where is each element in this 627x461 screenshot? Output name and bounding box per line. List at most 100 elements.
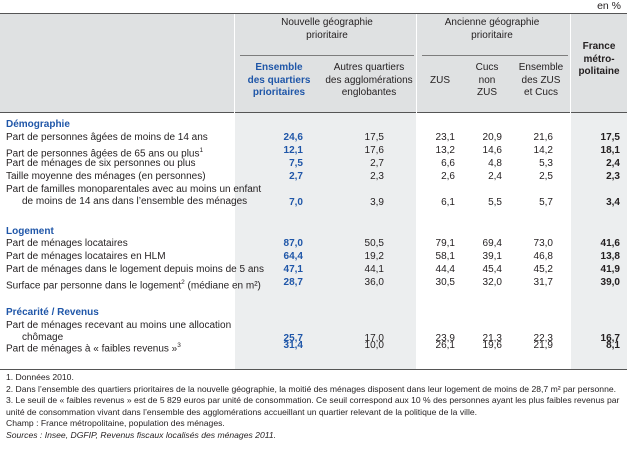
cell-value: 7,5 xyxy=(289,158,303,169)
row-label-text: Part de familles monoparentales avec au … xyxy=(6,184,262,195)
row-label-text: Part de ménages à « faibles revenus »3 xyxy=(6,342,181,355)
highlight-band xyxy=(235,113,416,369)
cell-value: 14,2 xyxy=(533,145,553,156)
row-label-text: Part de ménages recevant au moins une al… xyxy=(6,320,232,331)
row-label: Part de ménages de six personnes ou plus xyxy=(6,158,196,170)
cell-value: 64,4 xyxy=(283,251,303,262)
footnote-ref: 2 xyxy=(181,279,185,286)
cell-value: 87,0 xyxy=(283,238,303,249)
footnote-3-cont: unité de consommation vivant dans l’ense… xyxy=(6,406,478,417)
cell-value: 7,0 xyxy=(289,197,303,208)
cell-value: 20,9 xyxy=(482,132,502,143)
col-header-ensemble-zus-cucs: Ensemble des ZUS et Cucs xyxy=(518,62,564,98)
cell-value: 50,5 xyxy=(364,238,384,249)
row-label-text: Part de ménages locataires en HLM xyxy=(6,251,166,262)
cell-value: 5,7 xyxy=(539,197,553,208)
table-body: Démographie Logement Précarité / Revenus… xyxy=(0,113,627,369)
column-separator xyxy=(570,113,571,369)
cell-value: 32,0 xyxy=(482,277,502,288)
cell-value: 19,6 xyxy=(482,340,502,351)
group-underline xyxy=(422,55,568,56)
cell-value: 18,1 xyxy=(600,145,620,156)
cell-value: 2,3 xyxy=(606,171,620,182)
footnote-1: 1. Données 2010. xyxy=(6,372,74,382)
row-label: Part de ménages locataires en HLM xyxy=(6,251,166,263)
cell-value: 28,7 xyxy=(283,277,303,288)
row-label: Taille moyenne des ménages (en personnes… xyxy=(6,171,206,183)
col-header-france-metro: France métro- politaine xyxy=(578,41,620,77)
row-label: Part de personnes âgées de 65 ans ou plu… xyxy=(6,145,203,160)
cell-value: 47,1 xyxy=(283,264,303,275)
cell-value: 73,0 xyxy=(533,238,553,249)
footnote-3: 3. Le seuil de « faibles revenus » est d… xyxy=(6,395,620,405)
cell-value: 23,1 xyxy=(435,132,455,143)
group-header-old: Ancienne géographie prioritaire xyxy=(444,17,540,41)
cell-value: 21,9 xyxy=(533,340,553,351)
cell-value: 17,5 xyxy=(364,132,384,143)
cell-value: 26,1 xyxy=(435,340,455,351)
col-header-zus: ZUS xyxy=(430,75,450,86)
cell-value: 45,4 xyxy=(482,264,502,275)
section-precarite: Précarité / Revenus xyxy=(6,307,99,318)
column-separator xyxy=(416,113,417,369)
cell-value: 45,2 xyxy=(533,264,553,275)
table-header: Nouvelle géographie prioritaire Ancienne… xyxy=(0,13,627,114)
cell-value: 3,4 xyxy=(606,197,620,208)
cell-value: 41,9 xyxy=(600,264,620,275)
row-label: Part de ménages dans le logement depuis … xyxy=(6,264,264,276)
cell-value: 2,7 xyxy=(289,171,303,182)
cell-value: 2,6 xyxy=(441,171,455,182)
cell-value: 13,8 xyxy=(600,251,620,262)
row-label-text: Part de ménages dans le logement depuis … xyxy=(6,264,264,275)
cell-value: 31,4 xyxy=(283,340,303,351)
cell-value: 17,6 xyxy=(364,145,384,156)
col-header-quartiers-prioritaires: Ensemble des quartiers prioritaires xyxy=(247,62,311,98)
cell-value: 4,8 xyxy=(488,158,502,169)
highlight-band xyxy=(571,113,627,369)
cell-value: 14,6 xyxy=(482,145,502,156)
row-label: Surface par personne dans le logement2 (… xyxy=(6,277,261,292)
cell-value: 22,3 xyxy=(533,333,553,344)
column-separator xyxy=(234,113,235,369)
cell-value: 2,5 xyxy=(539,171,553,182)
data-table: Nouvelle géographie prioritaire Ancienne… xyxy=(0,13,627,440)
cell-value: 6,6 xyxy=(441,158,455,169)
footnote-sources: Sources : Insee, DGFIP, Revenus fiscaux … xyxy=(6,429,277,440)
footnote-ref: 3 xyxy=(177,342,181,349)
cell-value: 31,7 xyxy=(533,277,553,288)
unit-label: en % xyxy=(597,0,621,12)
cell-value: 2,3 xyxy=(370,171,384,182)
group-underline xyxy=(240,55,414,56)
row-label-text: Taille moyenne des ménages (en personnes… xyxy=(6,171,206,182)
cell-value: 6,1 xyxy=(441,197,455,208)
row-label-text: de moins de 14 ans dans l’ensemble des m… xyxy=(22,195,248,207)
cell-value: 2,7 xyxy=(370,158,384,169)
column-separator xyxy=(570,14,571,114)
cell-value: 8,1 xyxy=(606,340,620,351)
cell-value: 36,0 xyxy=(364,277,384,288)
row-label: Part de personnes âgées de moins de 14 a… xyxy=(6,132,208,144)
cell-value: 5,3 xyxy=(539,158,553,169)
cell-value: 24,6 xyxy=(283,132,303,143)
cell-value: 21,3 xyxy=(482,333,502,344)
row-label-text: chômage xyxy=(22,331,64,343)
row-label: Part de familles monoparentales avec au … xyxy=(6,184,261,207)
footnotes: 1. Données 2010. 2. Dans l’ensemble des … xyxy=(0,369,627,441)
cell-value: 2,4 xyxy=(606,158,620,169)
cell-value: 46,8 xyxy=(533,251,553,262)
cell-value: 41,6 xyxy=(600,238,620,249)
cell-value: 39,0 xyxy=(600,277,620,288)
column-separator xyxy=(234,14,235,114)
col-header-autres-quartiers: Autres quartiers des agglomérations engl… xyxy=(325,62,413,98)
cell-value: 30,5 xyxy=(435,277,455,288)
cell-value: 17,0 xyxy=(364,333,384,344)
section-demographie: Démographie xyxy=(6,119,70,130)
cell-value: 3,9 xyxy=(370,197,384,208)
footnote-2: 2. Dans l’ensemble des quartiers priorit… xyxy=(6,383,617,394)
cell-value: 13,2 xyxy=(435,145,455,156)
cell-value: 69,4 xyxy=(482,238,502,249)
cell-value: 16,7 xyxy=(600,333,620,344)
cell-value: 39,1 xyxy=(482,251,502,262)
group-header-new: Nouvelle géographie prioritaire xyxy=(281,17,373,41)
cell-value: 23,9 xyxy=(435,333,455,344)
